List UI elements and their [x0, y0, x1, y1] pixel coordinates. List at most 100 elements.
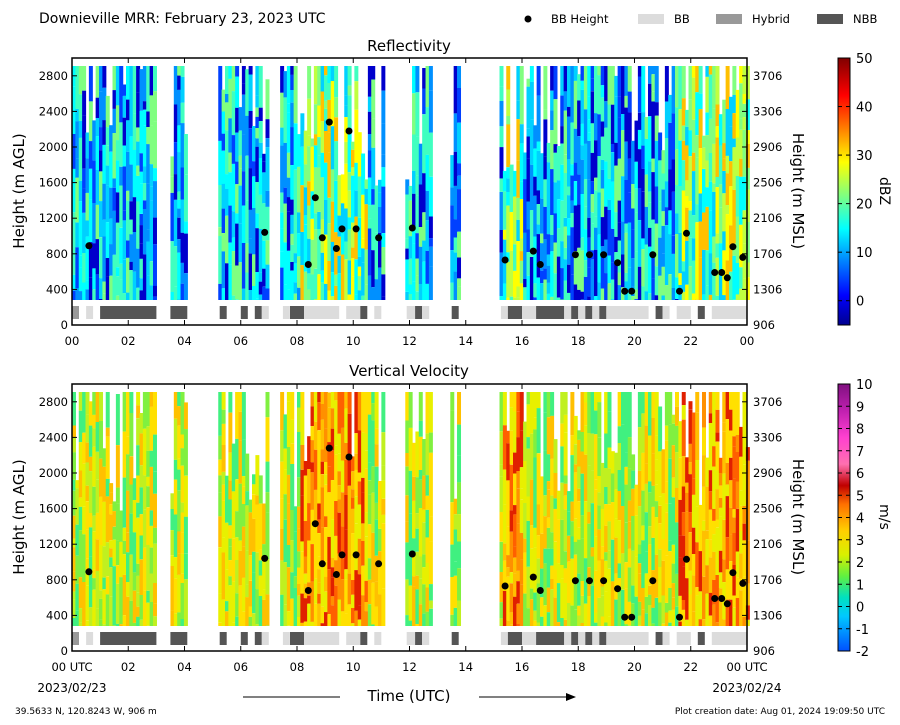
curtain-cell: [543, 450, 548, 496]
curtain-cell: [509, 250, 514, 297]
curtain-cell: [286, 103, 291, 113]
curtain-cell: [712, 262, 717, 300]
curtain-cell: [173, 459, 178, 480]
curtain-cell: [218, 459, 223, 476]
curtain-cell: [654, 223, 659, 267]
x-tick-label: 00 UTC: [51, 660, 92, 674]
curtain-cell: [102, 183, 107, 220]
curtain-cell: [92, 268, 97, 290]
plot-creation-date: Plot creation date: Aug 01, 2024 19:09:5…: [675, 707, 885, 717]
curtain-cell: [425, 509, 430, 538]
curtain-cell: [412, 193, 417, 230]
curtain-cell: [109, 483, 114, 493]
curtain-cell: [88, 572, 93, 608]
curtain-cell: [610, 279, 615, 300]
curtain-cell: [725, 173, 730, 206]
curtain-cell: [732, 446, 737, 479]
curtain-cell: [671, 159, 676, 192]
curtain-cell: [381, 432, 386, 466]
curtain-cell: [590, 259, 595, 293]
curtain-cell: [177, 425, 182, 459]
curtain-cell: [664, 272, 669, 286]
curtain-cell: [573, 472, 578, 519]
curtain-cell: [183, 174, 188, 208]
curtain-cell: [735, 263, 740, 295]
curtain-cell: [412, 134, 417, 171]
curtain-cell: [85, 392, 90, 415]
curtain-cell: [245, 200, 250, 244]
curtain-cell: [506, 480, 511, 527]
curtain-cell: [654, 435, 659, 460]
curtain-cell: [354, 523, 359, 571]
curtain-cell: [334, 585, 339, 626]
curtain-cell: [310, 544, 315, 582]
bb-class-nbb: [507, 306, 522, 319]
curtain-cell: [241, 83, 246, 95]
curtain-cell: [126, 582, 130, 597]
curtain-cell: [415, 175, 420, 196]
curtain-cell: [364, 188, 369, 205]
curtain-cell: [136, 592, 141, 607]
curtain-cell: [708, 74, 713, 119]
curtain-cell: [334, 274, 339, 286]
curtain-cell: [637, 573, 642, 602]
x-tick-label: 12: [402, 660, 417, 674]
curtain-cell: [499, 126, 504, 147]
curtain-cell: [412, 538, 417, 554]
y-tick-label: 400: [46, 282, 68, 296]
curtain-cell: [425, 495, 430, 510]
curtain-cell: [225, 189, 229, 216]
curtain-cell: [533, 392, 538, 418]
curtain-cell: [573, 554, 578, 584]
curtain-cell: [648, 526, 652, 545]
bb-height-point: [375, 234, 383, 242]
curtain-cell: [702, 212, 706, 250]
curtain-cell: [678, 421, 683, 458]
curtain-cell: [142, 590, 147, 626]
curtain-cell: [614, 599, 619, 626]
curtain-cell: [180, 512, 185, 533]
curtain-cell: [725, 569, 730, 600]
curtain-cell: [624, 522, 629, 563]
curtain-cell: [265, 417, 270, 462]
curtain-cell: [739, 224, 744, 268]
curtain-cell: [583, 402, 588, 426]
legend-label: NBB: [853, 12, 877, 26]
curtain-cell: [658, 549, 663, 567]
curtain-cell: [590, 556, 595, 586]
curtain-cell: [577, 488, 582, 502]
curtain-cell: [705, 206, 710, 251]
curtain-cell: [252, 484, 256, 495]
curtain-cell: [428, 516, 433, 542]
curtain-cell: [627, 500, 632, 522]
curtain-cell: [183, 221, 188, 234]
curtain-cell: [255, 504, 260, 553]
curtain-cell: [142, 254, 147, 266]
curtain-cell: [297, 584, 301, 596]
curtain-cell: [218, 435, 223, 460]
curtain-cell: [115, 394, 120, 433]
curtain-cell: [502, 191, 507, 230]
curtain-cell: [745, 222, 750, 247]
y-tick-label-right: 1706: [753, 573, 782, 587]
curtain-cell: [533, 236, 538, 284]
curtain-cell: [506, 192, 511, 206]
curtain-cell: [739, 83, 744, 119]
curtain-cell: [78, 291, 83, 300]
bb-class-nbb: [219, 632, 227, 645]
curtain-cell: [627, 468, 632, 501]
curtain-cell: [258, 229, 263, 273]
curtain-cell: [583, 143, 588, 180]
bb-class-nbb: [100, 632, 157, 645]
curtain-cell: [183, 592, 188, 626]
curtain-cell: [661, 253, 666, 267]
curtain-cell: [149, 125, 154, 165]
curtain-cell: [361, 153, 366, 195]
curtain-cell: [225, 102, 229, 131]
curtain-cell: [262, 240, 267, 269]
curtain-cell: [631, 258, 636, 287]
curtain-cell: [425, 154, 430, 191]
curtain-cell: [307, 595, 312, 604]
curtain-cell: [651, 537, 656, 570]
